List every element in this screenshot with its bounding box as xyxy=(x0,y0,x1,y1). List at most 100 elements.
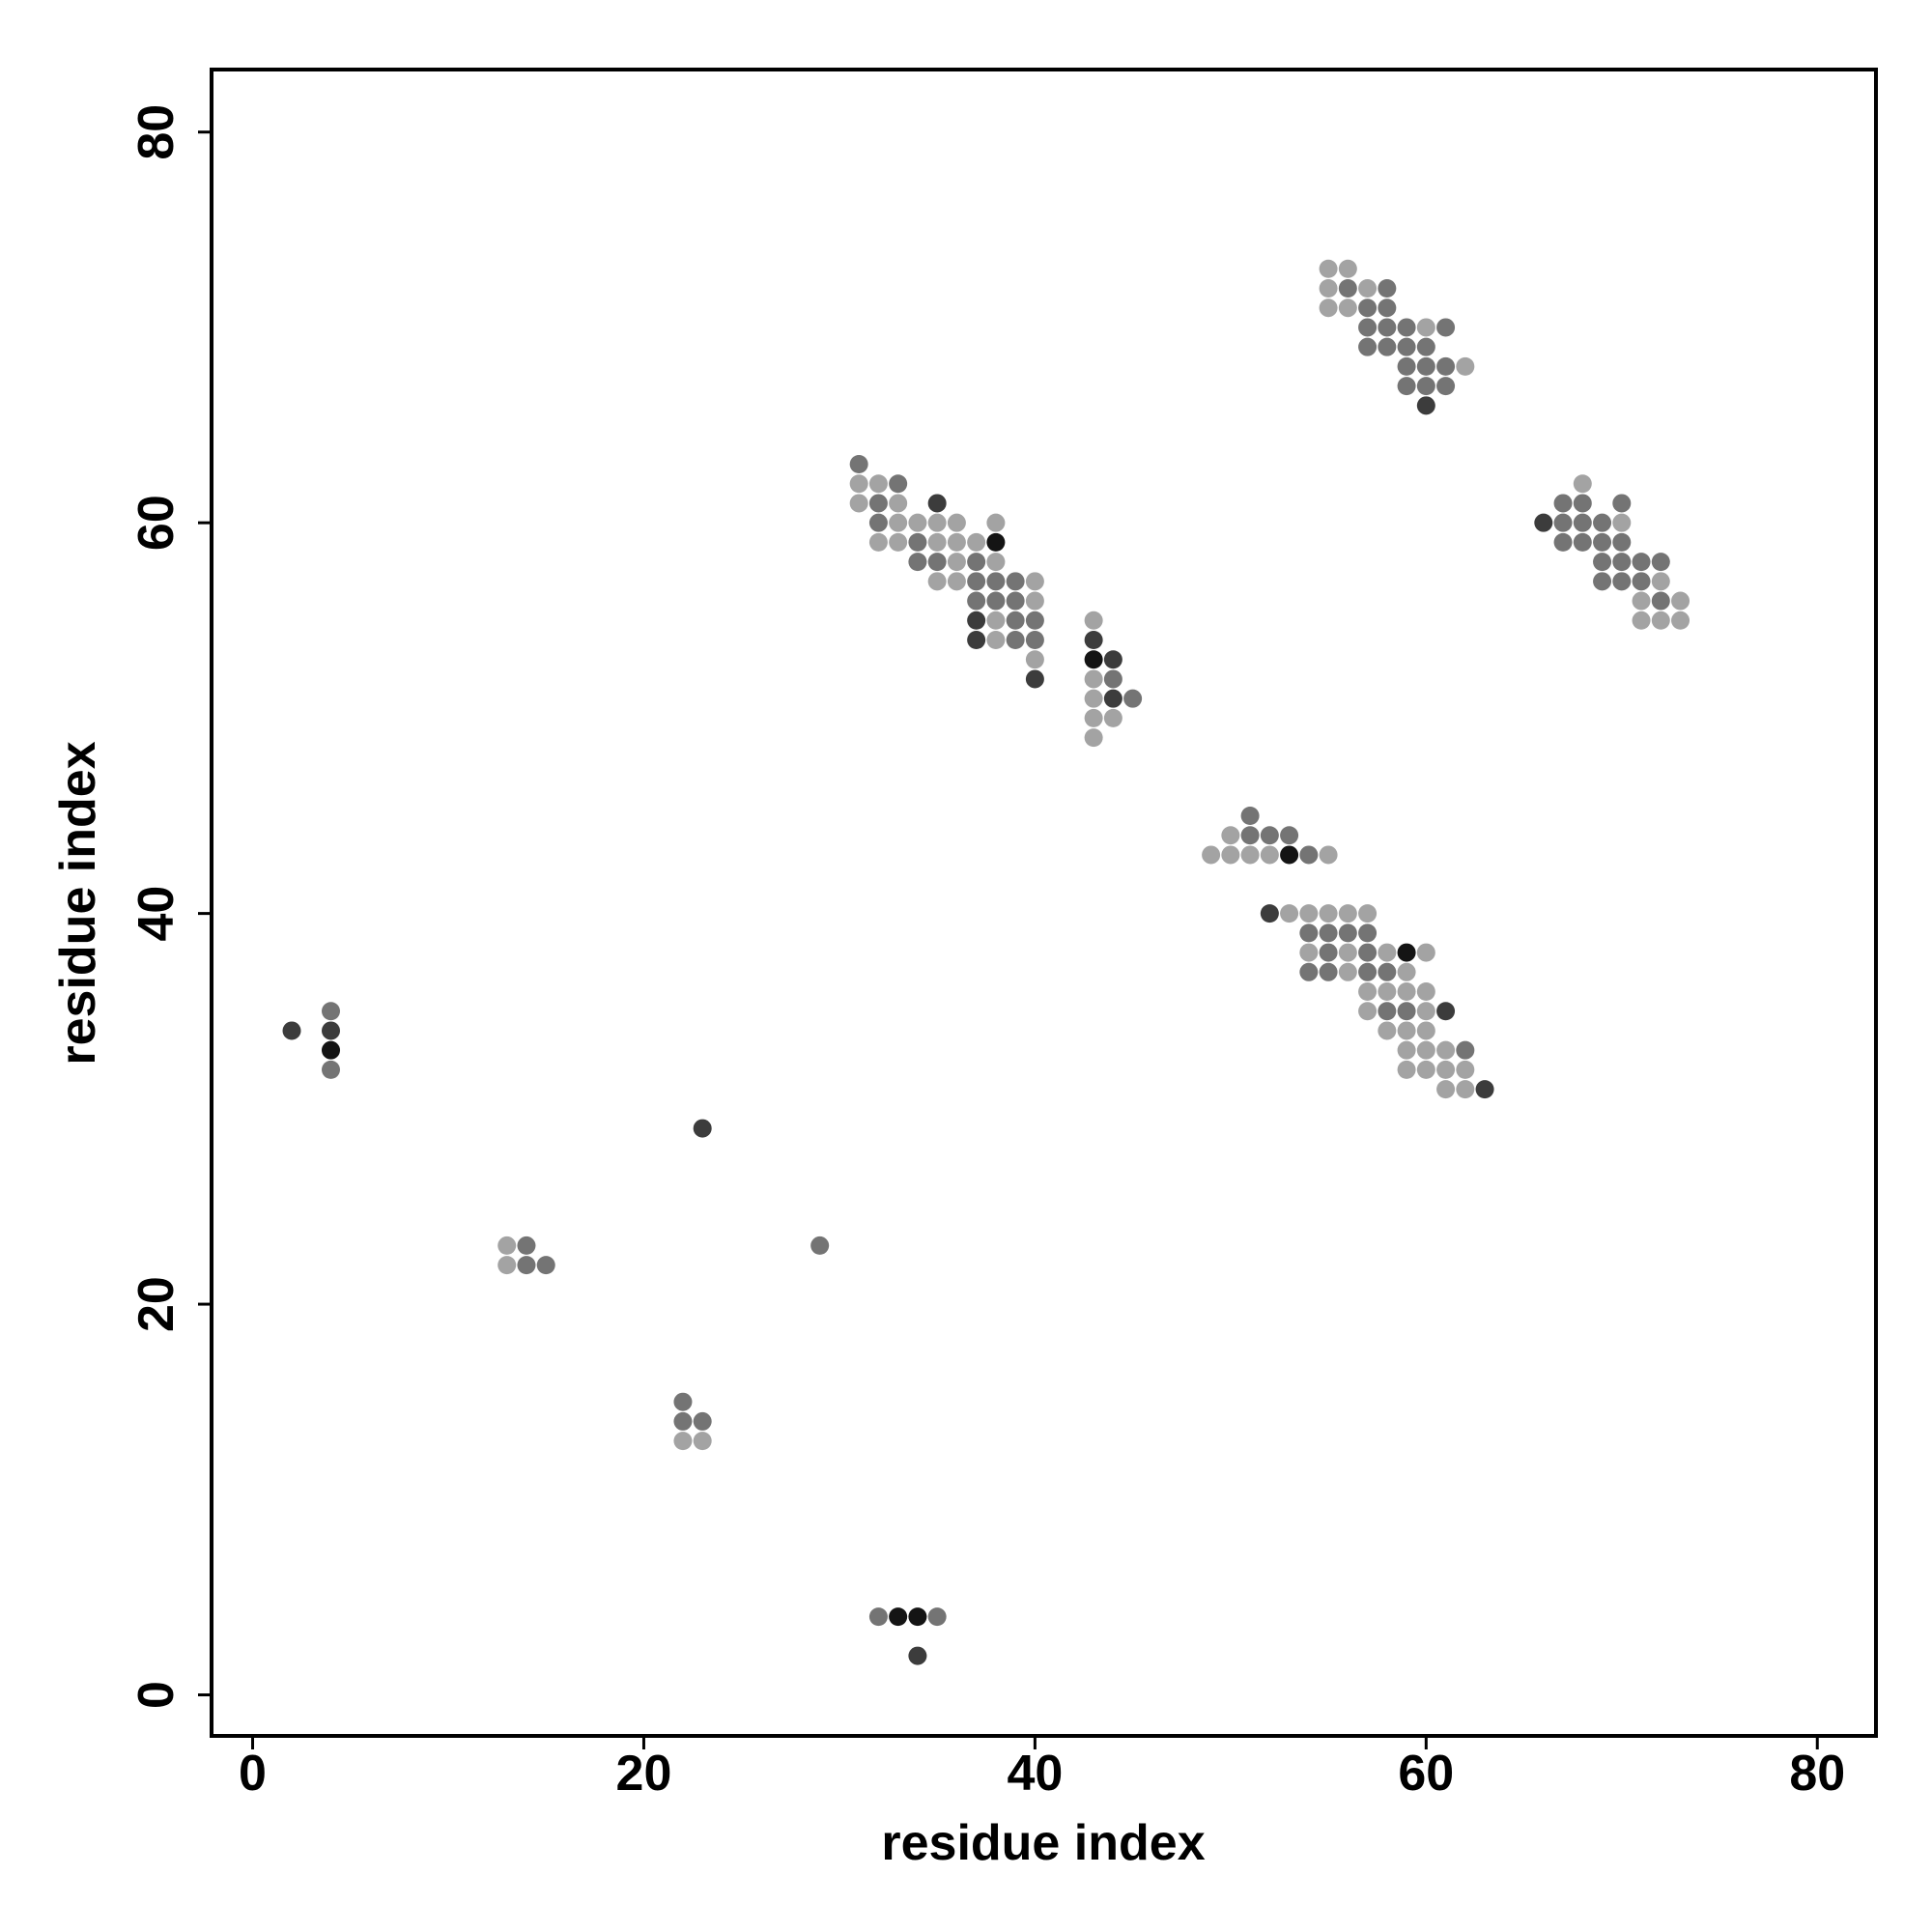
point xyxy=(1319,923,1338,943)
point xyxy=(986,631,1006,650)
point xyxy=(1358,337,1378,356)
point xyxy=(1319,278,1338,298)
point xyxy=(967,532,986,552)
point xyxy=(1084,611,1103,630)
point xyxy=(1573,513,1592,532)
y-tick-label: 80 xyxy=(128,104,185,160)
point xyxy=(1338,298,1357,318)
point xyxy=(1006,611,1025,630)
point xyxy=(1593,572,1612,591)
point xyxy=(1025,572,1044,591)
point xyxy=(1338,962,1357,981)
point xyxy=(1084,631,1103,650)
point xyxy=(1416,337,1435,356)
point xyxy=(1397,962,1416,981)
point xyxy=(927,1607,947,1627)
point xyxy=(947,532,966,552)
point xyxy=(889,494,908,513)
point xyxy=(1260,826,1279,845)
point xyxy=(849,494,868,513)
point xyxy=(1358,943,1378,962)
point xyxy=(967,591,986,611)
point xyxy=(927,513,947,532)
point xyxy=(517,1256,536,1275)
point xyxy=(1534,513,1553,532)
point xyxy=(693,1432,712,1451)
point xyxy=(1612,553,1632,572)
point xyxy=(1632,591,1651,611)
point xyxy=(1084,708,1103,727)
point xyxy=(1593,553,1612,572)
point xyxy=(1378,298,1397,318)
point xyxy=(889,513,908,532)
point xyxy=(322,1002,341,1021)
point xyxy=(1338,943,1357,962)
point xyxy=(927,572,947,591)
point xyxy=(889,1607,908,1627)
point xyxy=(1240,845,1260,865)
point xyxy=(1573,494,1592,513)
point xyxy=(967,611,986,630)
point xyxy=(1025,650,1044,669)
point xyxy=(497,1256,517,1275)
point xyxy=(986,532,1006,552)
point xyxy=(1397,318,1416,337)
point xyxy=(908,532,927,552)
point xyxy=(1416,377,1435,396)
point xyxy=(1397,356,1416,376)
point xyxy=(517,1236,536,1255)
point xyxy=(1397,1002,1416,1021)
point xyxy=(1358,962,1378,981)
point xyxy=(1084,669,1103,689)
point xyxy=(947,572,966,591)
point xyxy=(908,1607,927,1627)
x-tick-label: 0 xyxy=(239,1746,267,1802)
point xyxy=(1280,845,1299,865)
point xyxy=(908,1646,927,1665)
point xyxy=(693,1411,712,1431)
x-tick-label: 40 xyxy=(1007,1746,1063,1802)
point xyxy=(1378,337,1397,356)
point xyxy=(1416,1021,1435,1040)
point xyxy=(1475,1080,1494,1099)
point xyxy=(1006,591,1025,611)
y-axis-title: residue index xyxy=(50,741,106,1065)
point xyxy=(986,591,1006,611)
point xyxy=(1202,845,1221,865)
point xyxy=(1416,396,1435,415)
point xyxy=(1632,611,1651,630)
point xyxy=(1593,513,1612,532)
point xyxy=(1338,923,1357,943)
point xyxy=(1553,532,1573,552)
point xyxy=(927,532,947,552)
point xyxy=(1025,631,1044,650)
point xyxy=(1573,532,1592,552)
point xyxy=(1397,337,1416,356)
point xyxy=(1338,904,1357,923)
point xyxy=(868,513,888,532)
point xyxy=(1378,982,1397,1002)
point xyxy=(986,553,1006,572)
point xyxy=(1299,845,1319,865)
point xyxy=(1651,553,1670,572)
point xyxy=(1260,904,1279,923)
point xyxy=(947,513,966,532)
point xyxy=(1280,826,1299,845)
point xyxy=(810,1236,830,1255)
point xyxy=(868,474,888,494)
point xyxy=(1456,1080,1475,1099)
point xyxy=(1280,904,1299,923)
point xyxy=(1436,1080,1456,1099)
point xyxy=(1651,611,1670,630)
point xyxy=(1553,513,1573,532)
point xyxy=(1416,1060,1435,1079)
point xyxy=(1436,1040,1456,1060)
point xyxy=(1456,356,1475,376)
point xyxy=(1084,728,1103,748)
point xyxy=(1416,1002,1435,1021)
point xyxy=(868,1607,888,1627)
point xyxy=(1299,923,1319,943)
point xyxy=(1221,826,1240,845)
y-tick-label: 0 xyxy=(128,1681,185,1709)
point xyxy=(1397,1040,1416,1060)
